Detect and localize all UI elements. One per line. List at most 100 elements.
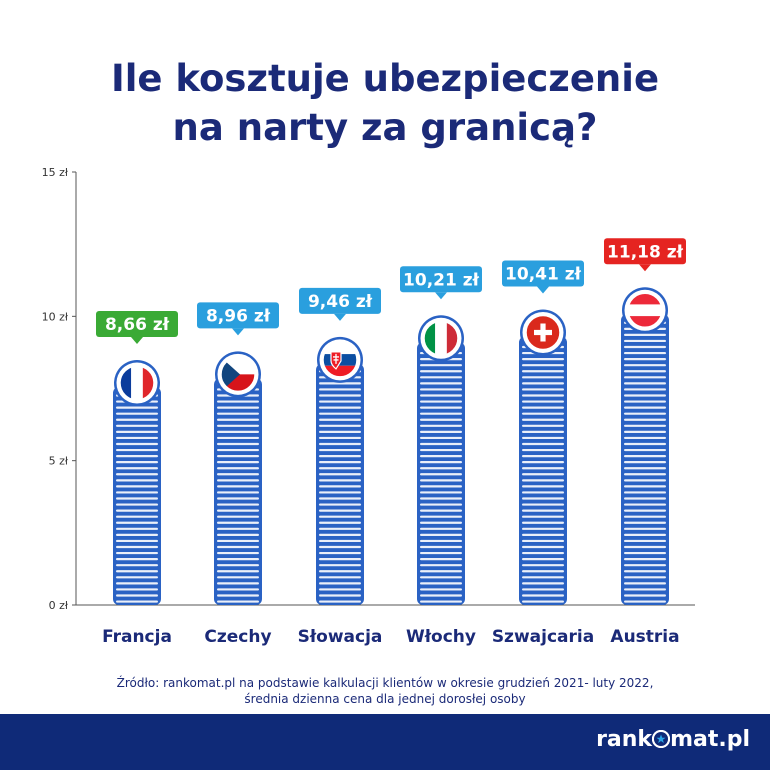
coin [624,339,666,343]
coin [217,539,259,543]
coin [420,382,462,385]
coin [319,412,361,415]
coin [420,576,462,579]
coin [624,594,666,597]
coin [116,442,158,446]
coin [522,412,564,415]
coin [624,364,666,367]
coin [522,424,564,427]
value-label-box [400,266,482,293]
coin [522,358,564,361]
coin [624,558,666,561]
coin [116,594,158,597]
coin [217,527,259,530]
coin [319,400,361,403]
coin [116,509,158,512]
coin [217,436,259,440]
coin [522,382,564,385]
coin [319,467,361,470]
coin [116,406,158,409]
coin [217,533,259,536]
coin [624,388,666,391]
value-label-pointer [232,328,244,336]
coin [319,485,361,488]
coin [420,558,462,561]
value-label-pointer [639,264,651,272]
bars: 8,66 zł 8,96 zł 9,46 zł 10,21 zł 10,41 zł 11,… [96,238,686,605]
coin [420,509,462,512]
coin [624,448,666,452]
coin [319,582,361,585]
coin [522,521,564,524]
coin [116,473,158,476]
coin [217,558,259,561]
coin [624,376,666,379]
coin [217,582,259,585]
coin [319,430,361,433]
coin-bar-chart: 0 zł 5 zł 10 zł 15 zł Francja Czechy Słowacja W… [42,166,695,647]
coin [319,406,361,409]
value-label-text: 10,41 zł [505,264,582,284]
coin [624,394,666,397]
coin [624,430,666,433]
category-label: Szwajcaria [492,627,594,647]
coin [420,394,462,397]
coin [319,448,361,452]
coin [116,424,158,427]
coin [116,576,158,579]
coin [217,509,259,512]
coin [116,455,158,458]
coin [420,527,462,530]
coin [420,570,462,573]
coin [420,582,462,585]
coin [116,600,158,603]
france-flag-icon [118,364,156,402]
coin [217,497,259,500]
coin [319,442,361,446]
value-label-pointer [334,313,346,321]
coin [420,448,462,452]
value-label-box [96,311,178,338]
coin [116,418,158,421]
category-label: Francja [102,627,172,647]
coin [522,364,564,367]
coin [624,515,666,518]
coin [522,588,564,591]
coin [522,515,564,518]
coin [522,370,564,373]
coin [522,509,564,512]
coin [116,515,158,518]
coin [319,521,361,524]
coin [624,400,666,403]
coin [420,491,462,494]
coin [116,527,158,530]
logo-text-1: rank [596,727,653,752]
coin [522,400,564,403]
source-note: Źródło: rankomat.pl na podstawie kalkula… [0,675,770,707]
coin [420,418,462,421]
bar-włochy [417,315,465,605]
coin [217,479,259,482]
coin [116,412,158,415]
coin [116,479,158,482]
value-label-pointer [537,286,549,294]
coin [319,600,361,603]
coin [420,436,462,440]
coin [624,503,666,506]
coin [116,588,158,591]
y-tick-label: 15 zł [42,166,69,179]
coin [116,545,158,549]
coin [522,527,564,530]
coin [522,467,564,470]
coin [217,515,259,518]
coin [319,551,361,555]
austria-flag-icon [626,291,664,330]
coin [624,418,666,421]
coin [420,388,462,391]
coin [522,533,564,536]
coin [624,564,666,567]
rankomat-logo[interactable]: rank mat.pl [596,727,750,752]
coin [319,594,361,597]
coin [624,479,666,482]
coin [522,394,564,397]
